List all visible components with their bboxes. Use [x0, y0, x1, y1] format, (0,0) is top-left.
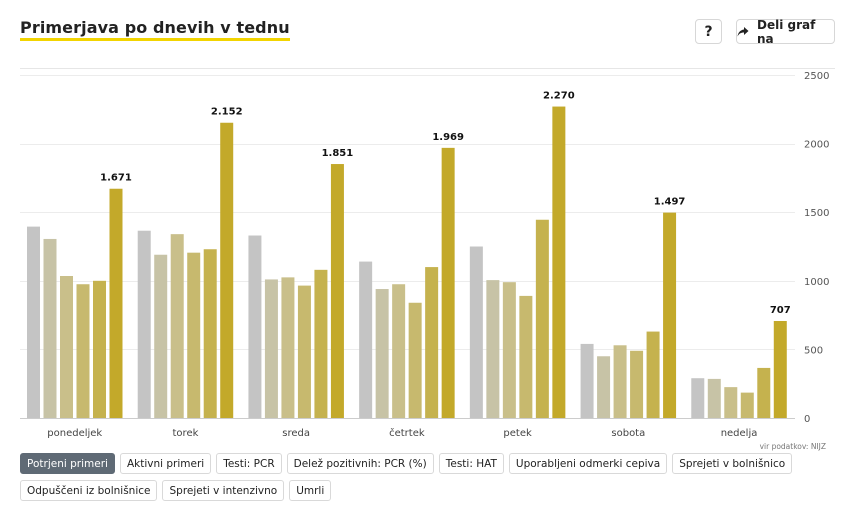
- tab-delež-pozitivnih-pcr[interactable]: Delež pozitivnih: PCR (%): [286, 453, 434, 474]
- data-label: 1.671: [100, 173, 132, 184]
- metric-tabs: Potrjeni primeri Aktivni primeri Testi: PC…: [20, 453, 840, 501]
- source-note: vir podatkov: NIJZ: [760, 442, 826, 451]
- tab-testi-hat[interactable]: Testi: HAT: [438, 453, 504, 474]
- bar: [187, 252, 201, 418]
- share-arrow-icon: [737, 26, 749, 38]
- bar-chart: 0 500 1000 1500 2000 2500 1.671 ponedeljek 2.152…: [20, 68, 835, 451]
- bar: [535, 219, 549, 418]
- bar: [580, 343, 594, 418]
- tab-uporabljeni-odmerki-cepiva[interactable]: Uporabljeni odmerki cepiva: [508, 453, 668, 474]
- bar: [486, 280, 500, 418]
- page-title: Primerjava po dnevih v tednu: [20, 18, 290, 41]
- bar: [757, 367, 771, 418]
- bar: [281, 277, 295, 418]
- bar: [469, 246, 483, 418]
- tab-odpuščeni-iz-bolnišnice[interactable]: Odpuščeni iz bolnišnice: [20, 480, 158, 501]
- share-button-label: Deli graf na: [757, 17, 816, 46]
- bar: [773, 320, 787, 418]
- bar: [93, 280, 106, 418]
- bar: [552, 106, 566, 418]
- y-tick-label: 0: [804, 414, 810, 425]
- bar: [203, 249, 217, 418]
- bar: [597, 356, 611, 418]
- bar: [691, 378, 705, 418]
- x-tick-label: četrtek: [389, 427, 425, 439]
- bar: [154, 254, 168, 418]
- y-tick-label: 500: [804, 345, 823, 356]
- bar: [137, 230, 151, 418]
- bar: [646, 331, 660, 418]
- tab-umrli[interactable]: Umrli: [289, 480, 332, 501]
- bar: [330, 164, 344, 418]
- bar: [359, 261, 373, 418]
- bar: [248, 235, 262, 418]
- x-tick-label: ponedeljek: [47, 428, 102, 439]
- bar: [408, 302, 422, 418]
- bar: [441, 147, 455, 418]
- data-label: 1.497: [654, 197, 686, 208]
- bar: [502, 282, 516, 418]
- bar: [519, 295, 533, 418]
- bar: [375, 289, 389, 418]
- bar: [707, 378, 721, 418]
- bar: [76, 284, 90, 418]
- data-label: 2.152: [211, 107, 243, 118]
- bar: [297, 285, 311, 418]
- tab-sprejeti-v-intenzivno[interactable]: Sprejeti v intenzivno: [162, 480, 285, 501]
- y-tick-label: 2000: [804, 140, 829, 151]
- data-label: 1.851: [322, 148, 354, 159]
- bar: [314, 269, 328, 418]
- bar: [43, 238, 57, 418]
- bar: [613, 345, 627, 418]
- help-button[interactable]: ?: [695, 19, 722, 44]
- share-chart-button[interactable]: Deli graf na: [736, 17, 835, 46]
- bar: [109, 188, 123, 418]
- bar: [27, 226, 40, 418]
- tab-testi-pcr[interactable]: Testi: PCR: [216, 453, 282, 474]
- bar: [264, 279, 278, 418]
- y-tick-label: 2500: [804, 71, 829, 82]
- data-label: 2.270: [543, 91, 575, 102]
- x-tick-label: nedelja: [721, 428, 758, 439]
- data-label: 1.969: [432, 132, 464, 143]
- bar: [60, 275, 73, 418]
- data-label: 707: [770, 305, 791, 316]
- bar: [630, 350, 644, 418]
- x-tick-label: petek: [503, 428, 532, 439]
- tab-aktivni-primeri[interactable]: Aktivni primeri: [119, 453, 212, 474]
- tab-potrjeni-primeri[interactable]: Potrjeni primeri: [20, 453, 115, 474]
- bar: [220, 122, 234, 418]
- bar: [663, 212, 677, 418]
- bar: [392, 284, 406, 418]
- x-tick-label: sobota: [611, 428, 645, 439]
- x-tick-label: sreda: [282, 428, 310, 439]
- bar: [170, 234, 184, 418]
- x-tick-label: torek: [173, 428, 199, 439]
- y-tick-label: 1000: [804, 277, 829, 288]
- tab-sprejeti-v-bolnišnico[interactable]: Sprejeti v bolnišnico: [672, 453, 793, 474]
- bar: [425, 267, 439, 418]
- y-tick-label: 1500: [804, 208, 829, 219]
- bar: [740, 392, 754, 418]
- bar: [724, 387, 738, 418]
